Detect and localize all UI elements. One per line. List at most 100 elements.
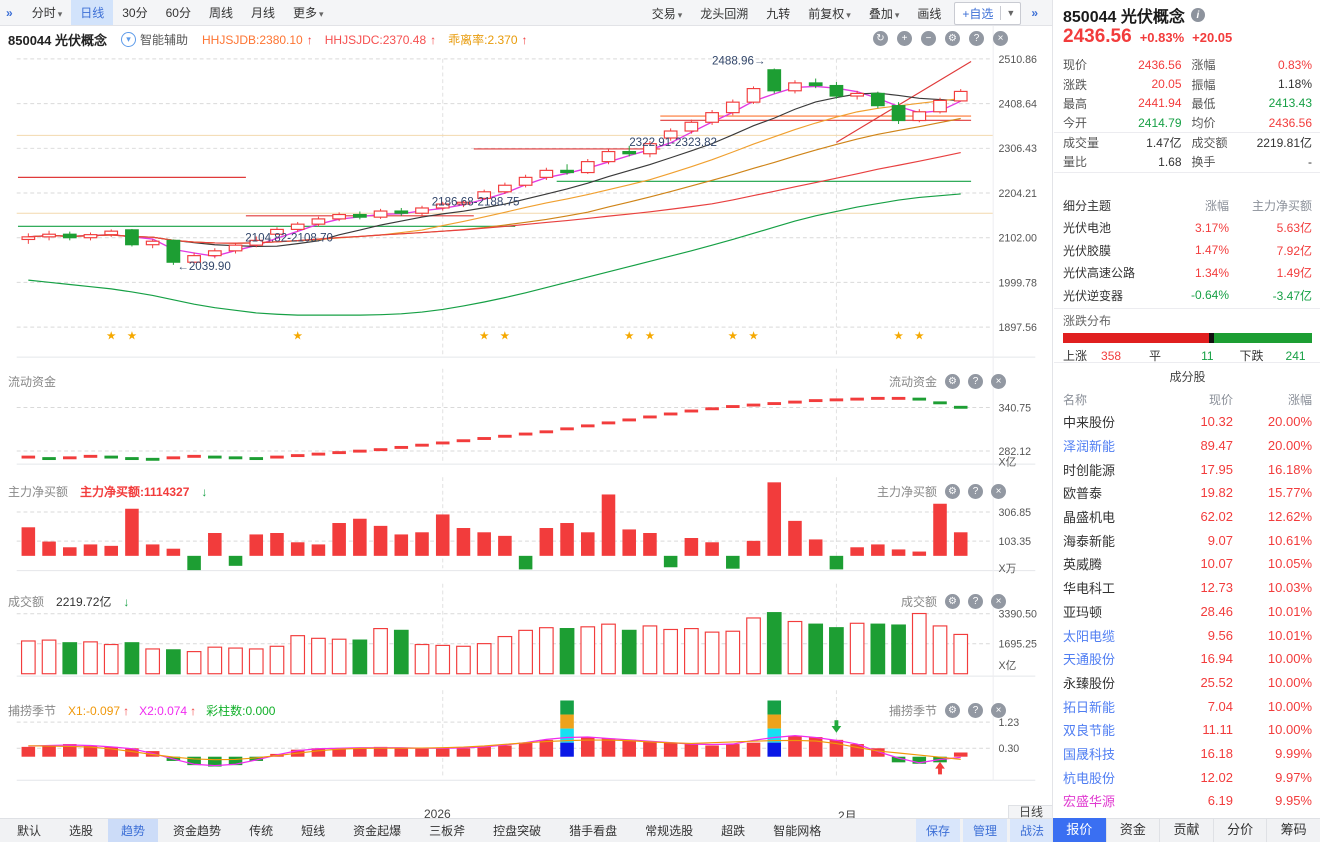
- quote-tab-分价[interactable]: 分价: [1212, 818, 1267, 842]
- settings-icon[interactable]: ⚙: [945, 374, 960, 389]
- strategy-tab-资金起爆[interactable]: 资金起爆: [353, 824, 402, 838]
- theme-change: -0.64%: [1190, 288, 1229, 303]
- constituent-row[interactable]: 太阳电缆 9.56 10.01%: [1063, 623, 1312, 647]
- smart-assist-toggle[interactable]: ▾ 智能辅助: [121, 31, 188, 48]
- constituent-row[interactable]: 中来股份 10.32 20.00%: [1063, 410, 1312, 434]
- stat-label: 最低: [1191, 96, 1216, 111]
- period-tab-月线[interactable]: 月线: [250, 6, 275, 20]
- indicator-HHJSJDC: HHJSJDC:2370.48: [324, 33, 427, 47]
- main-chart[interactable]: 2510.86 2408.64 2306.43 2204.21 2102.00 1999.…: [0, 26, 1052, 818]
- settings-icon[interactable]: ⚙: [945, 594, 960, 609]
- toolbar-overflow-icon[interactable]: »: [1031, 6, 1038, 20]
- period-tab-30分[interactable]: 30分: [122, 6, 148, 20]
- theme-row[interactable]: 光伏高速公路 1.34% 1.49亿: [1063, 262, 1312, 285]
- stock-change: 20.00%: [1267, 414, 1312, 430]
- period-tab-60分[interactable]: 60分: [165, 6, 191, 20]
- period-tab-更多[interactable]: 更多 ▾: [293, 6, 324, 20]
- stock-change: 9.97%: [1275, 769, 1312, 785]
- stat-label: 涨跌: [1063, 77, 1088, 92]
- settings-icon[interactable]: ⚙: [945, 31, 960, 46]
- strategy-tab-常规选股[interactable]: 常规选股: [645, 824, 694, 838]
- tool-九转[interactable]: 九转: [766, 6, 791, 21]
- strategy-tab-默认[interactable]: 默认: [17, 824, 42, 838]
- add-favorite-label[interactable]: +自选: [962, 6, 994, 21]
- add-favorite-button[interactable]: +自选 ▼: [954, 1, 1022, 25]
- help-icon[interactable]: ?: [968, 374, 983, 389]
- constituent-row[interactable]: 双良节能 11.11 10.00%: [1063, 718, 1312, 742]
- down-arrow-icon: ↓: [201, 484, 208, 499]
- theme-change: 1.47%: [1194, 243, 1229, 258]
- close-icon[interactable]: ×: [991, 374, 1006, 389]
- help-icon[interactable]: ?: [968, 484, 983, 499]
- strategy-tab-选股[interactable]: 选股: [69, 824, 94, 838]
- stock-name: 亚玛顿: [1063, 604, 1103, 620]
- help-icon[interactable]: ?: [968, 594, 983, 609]
- settings-icon[interactable]: ⚙: [945, 703, 960, 718]
- tool-前复权[interactable]: 前复权 ▾: [808, 6, 851, 21]
- up-arrow-icon: ↑: [306, 33, 313, 47]
- stock-name: 双良节能: [1063, 723, 1116, 739]
- constituent-row[interactable]: 英威腾 10.07 10.05%: [1063, 552, 1312, 576]
- quote-tab-资金[interactable]: 资金: [1105, 818, 1160, 842]
- constituent-row[interactable]: 杭电股份 12.02 9.97%: [1063, 765, 1312, 789]
- strategy-tab-智能网格[interactable]: 智能网格: [773, 824, 822, 838]
- action-管理[interactable]: 管理: [963, 819, 1008, 842]
- strategy-tab-资金趋势[interactable]: 资金趋势: [173, 824, 222, 838]
- tool-叠加[interactable]: 叠加 ▾: [868, 6, 900, 21]
- strategy-tab-三板斧[interactable]: 三板斧: [429, 824, 466, 838]
- constituent-row[interactable]: 泽润新能 89.47 20.00%: [1063, 434, 1312, 458]
- strategy-tab-猎手看盘[interactable]: 猎手看盘: [569, 824, 618, 838]
- period-tab-周线[interactable]: 周线: [208, 6, 233, 20]
- refresh-icon[interactable]: ↻: [873, 31, 888, 46]
- help-icon[interactable]: ?: [968, 703, 983, 718]
- zoom-in-icon[interactable]: +: [897, 31, 912, 46]
- constituent-row[interactable]: 欧普泰 19.82 15.77%: [1063, 481, 1312, 505]
- stat-label: 今开: [1063, 116, 1088, 131]
- favorite-dropdown-icon[interactable]: ▼: [1000, 6, 1020, 20]
- strategy-tab-短线[interactable]: 短线: [301, 824, 326, 838]
- collapse-chevron-icon[interactable]: »: [6, 5, 13, 20]
- help-icon[interactable]: ?: [969, 31, 984, 46]
- constituent-row[interactable]: 华电科工 12.73 10.03%: [1063, 576, 1312, 600]
- constituent-row[interactable]: 永臻股份 25.52 10.00%: [1063, 671, 1312, 695]
- tool-交易[interactable]: 交易 ▾: [651, 6, 683, 21]
- period-tab-分时[interactable]: 分时 ▾: [31, 6, 63, 20]
- tool-龙头回溯[interactable]: 龙头回溯: [700, 6, 749, 21]
- quote-stat-row: 成交量 1.47亿 成交额 2219.81亿: [1063, 133, 1312, 152]
- action-战法[interactable]: 战法: [1010, 819, 1055, 842]
- stock-price: 11.11: [1202, 722, 1233, 738]
- settings-icon[interactable]: ⚙: [945, 484, 960, 499]
- constituent-row[interactable]: 宏盛华源 6.19 9.95%: [1063, 789, 1312, 813]
- close-icon[interactable]: ×: [991, 484, 1006, 499]
- constituent-row[interactable]: 国晟科技 16.18 9.99%: [1063, 742, 1312, 766]
- constituent-row[interactable]: 亚玛顿 28.46 10.01%: [1063, 600, 1312, 624]
- fishing-indicator-X1: X1:-0.097: [68, 704, 121, 718]
- strategy-tab-控盘突破[interactable]: 控盘突破: [493, 824, 542, 838]
- constituent-row[interactable]: 晶盛机电 62.02 12.62%: [1063, 505, 1312, 529]
- up-arrow-icon: ↑: [521, 33, 528, 47]
- constituent-row[interactable]: 天通股份 16.94 10.00%: [1063, 647, 1312, 671]
- close-icon[interactable]: ×: [991, 703, 1006, 718]
- strategy-tab-超跌[interactable]: 超跌: [721, 824, 746, 838]
- close-icon[interactable]: ×: [991, 594, 1006, 609]
- constituent-row[interactable]: 时创能源 17.95 16.18%: [1063, 457, 1312, 481]
- svg-text:2510.86: 2510.86: [998, 54, 1037, 66]
- theme-row[interactable]: 光伏逆变器 -0.64% -3.47亿: [1063, 284, 1312, 307]
- panel-title: 成交额: [8, 595, 45, 609]
- strategy-tab-传统[interactable]: 传统: [249, 824, 274, 838]
- strategy-tab-趋势[interactable]: 趋势: [108, 819, 159, 842]
- zoom-out-icon[interactable]: −: [921, 31, 936, 46]
- theme-row[interactable]: 光伏电池 3.17% 5.63亿: [1063, 217, 1312, 240]
- period-tab-日线[interactable]: 日线: [71, 0, 114, 25]
- quote-tab-报价[interactable]: 报价: [1052, 818, 1106, 842]
- action-保存[interactable]: 保存: [916, 819, 961, 842]
- quote-tab-贡献[interactable]: 贡献: [1159, 818, 1213, 842]
- tool-画线[interactable]: 画线: [917, 6, 942, 21]
- theme-row[interactable]: 光伏胶膜 1.47% 7.92亿: [1063, 239, 1312, 262]
- up-arrow-icon: ↑: [430, 33, 437, 47]
- constituent-row[interactable]: 拓日新能 7.04 10.00%: [1063, 694, 1312, 718]
- info-icon[interactable]: i: [1190, 8, 1205, 22]
- constituent-row[interactable]: 海泰新能 9.07 10.61%: [1063, 528, 1312, 552]
- close-icon[interactable]: ×: [993, 31, 1008, 46]
- quote-tab-筹码[interactable]: 筹码: [1266, 818, 1320, 842]
